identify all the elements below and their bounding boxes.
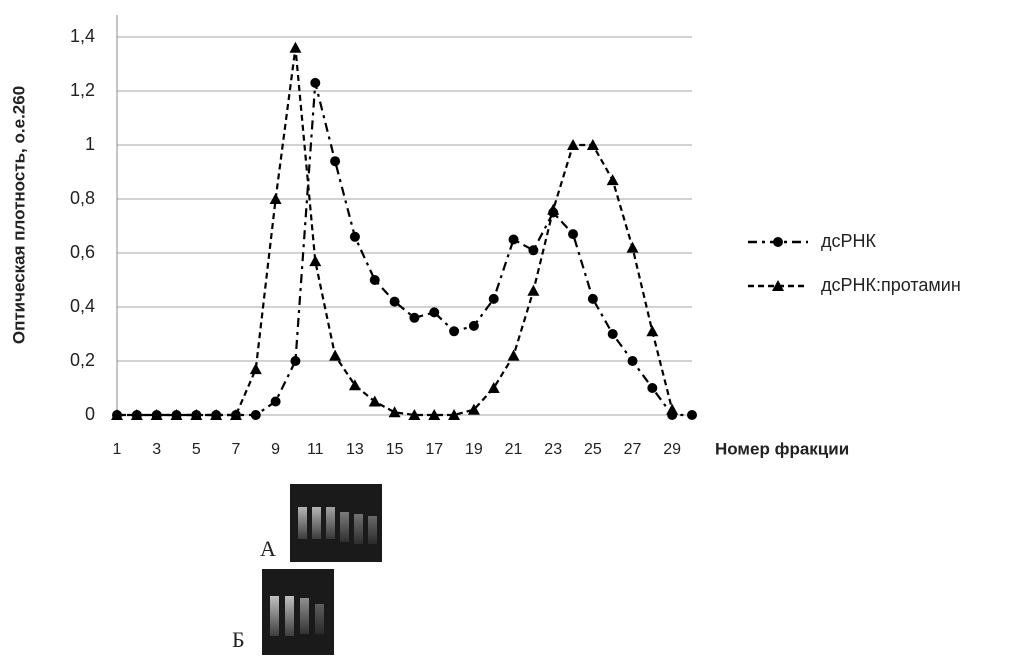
point (289, 42, 301, 53)
legend-marker (773, 237, 783, 247)
y-tick-label: 0,6 (70, 242, 95, 262)
gel-a (290, 484, 382, 562)
point (350, 232, 360, 242)
point (250, 363, 262, 374)
point (251, 410, 261, 420)
point (429, 307, 439, 317)
x-tick-label: 13 (346, 441, 364, 458)
y-axis-title: Оптическая плотность, о.е.260 (9, 86, 28, 344)
x-axis-title: Номер фракции (715, 439, 849, 458)
point (310, 78, 320, 88)
point (329, 350, 341, 361)
legend-label: дсРНК (821, 231, 877, 251)
gel-b (262, 569, 334, 655)
gel-label: Б (232, 627, 245, 652)
point (449, 326, 459, 336)
x-tick-label: 21 (505, 441, 523, 458)
x-tick-label: 23 (544, 441, 562, 458)
point (627, 242, 639, 253)
point (666, 404, 678, 415)
point (290, 356, 300, 366)
x-tick-label: 3 (152, 441, 161, 458)
y-tick-label: 1,4 (70, 26, 95, 46)
point (409, 313, 419, 323)
point (646, 325, 658, 336)
point (469, 321, 479, 331)
point (369, 396, 381, 407)
x-tick-label: 17 (425, 441, 443, 458)
x-tick-label: 1 (113, 441, 122, 458)
x-tick-label: 9 (271, 441, 280, 458)
chart: Оптическая плотность, о.е.260 Номер фрак… (0, 0, 1019, 657)
y-tick-label: 1 (85, 134, 95, 154)
x-tick-label: 5 (192, 441, 201, 458)
x-tick-label: 7 (232, 441, 241, 458)
point (588, 294, 598, 304)
point (330, 156, 340, 166)
y-tick-label: 0 (85, 404, 95, 424)
point (608, 329, 618, 339)
point (508, 350, 520, 361)
point (628, 356, 638, 366)
point (607, 174, 619, 185)
point (489, 294, 499, 304)
y-tick-label: 0,8 (70, 188, 95, 208)
x-tick-label: 15 (386, 441, 404, 458)
y-tick-label: 1,2 (70, 80, 95, 100)
point (370, 275, 380, 285)
point (687, 410, 697, 420)
point (488, 382, 500, 393)
point (647, 383, 657, 393)
x-tick-label: 19 (465, 441, 483, 458)
legend-label: дсРНК:протамин (821, 275, 961, 295)
series-line (117, 83, 692, 415)
point (271, 397, 281, 407)
x-tick-label: 11 (307, 441, 324, 458)
series-line (117, 48, 672, 415)
point (527, 285, 539, 296)
y-tick-label: 0,2 (70, 350, 95, 370)
y-tick-label: 0,4 (70, 296, 95, 316)
x-tick-label: 25 (584, 441, 602, 458)
x-tick-label: 27 (624, 441, 642, 458)
point (509, 235, 519, 245)
point (547, 204, 559, 215)
point (568, 229, 578, 239)
point (309, 255, 321, 266)
gel-label: А (260, 536, 276, 561)
point (390, 297, 400, 307)
x-tick-label: 29 (663, 441, 681, 458)
point (528, 245, 538, 255)
